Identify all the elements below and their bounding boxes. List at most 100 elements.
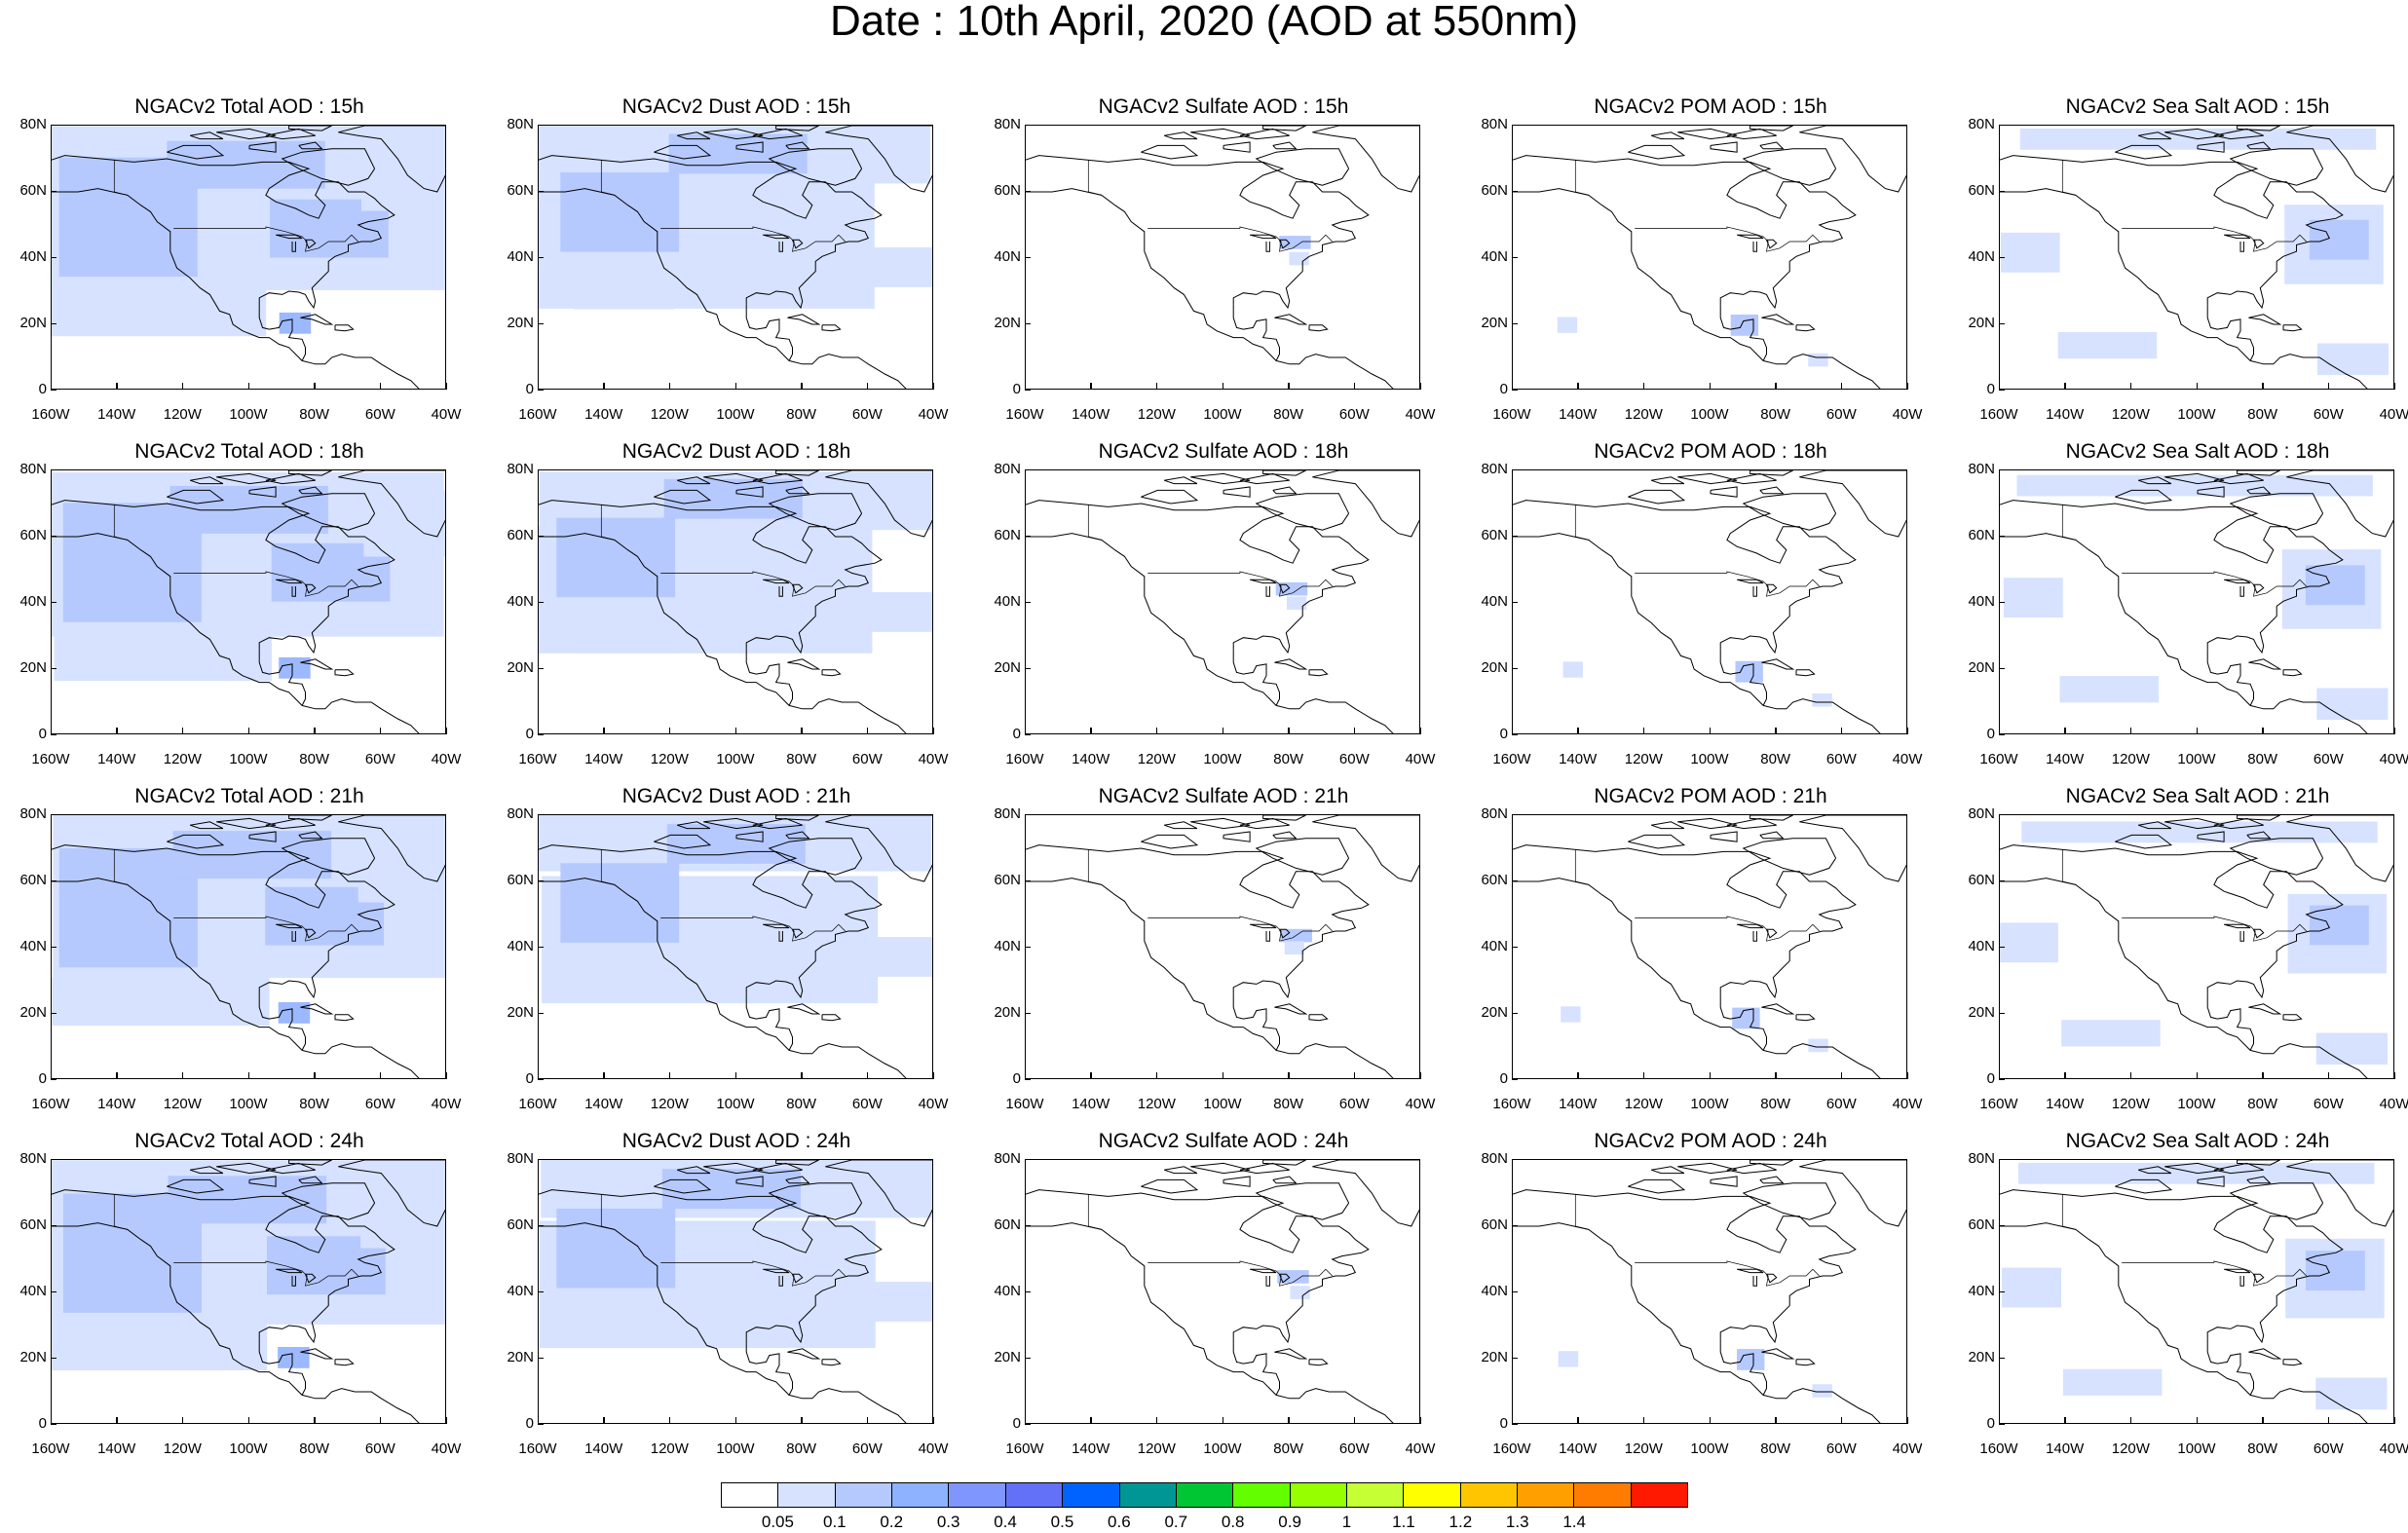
latitude-label: 40N — [1968, 1283, 1995, 1299]
map-panel-sulfate-21h: NGACv2 Sulfate AOD : 21h 0 20N 40N 60N 80N 160… — [974, 785, 1473, 1145]
aod-shading-cell — [1812, 693, 1832, 707]
coastline-west — [539, 1222, 907, 1423]
arctic-island-outline — [785, 831, 810, 840]
latitude-tick — [538, 1423, 544, 1425]
latitude-tick — [1025, 190, 1031, 192]
arctic-island-outline — [1750, 470, 1793, 476]
longitude-label: 100W — [716, 751, 755, 767]
longitude-tick — [1577, 1417, 1579, 1424]
aod-shading-cell — [1808, 353, 1828, 367]
longitude-tick — [2327, 1417, 2330, 1424]
longitude-tick — [1775, 383, 1777, 390]
longitude-label: 120W — [2111, 1096, 2150, 1112]
latitude-tick — [1512, 190, 1518, 192]
panel-title: NGACv2 Sulfate AOD : 24h — [1098, 1130, 1349, 1152]
longitude-label: 80W — [299, 1440, 330, 1457]
longitude-label: 60W — [1338, 1096, 1370, 1112]
longitude-tick — [1419, 728, 1421, 734]
alaska-border — [1087, 505, 1102, 541]
greenland-outline — [825, 1160, 932, 1227]
island-outline — [2282, 1359, 2303, 1366]
latitude-tick — [1999, 601, 2005, 603]
longitude-label: 60W — [2313, 1096, 2344, 1112]
island-outline — [1274, 1003, 1308, 1015]
aod-map — [1026, 1160, 1419, 1423]
aod-shading-cell — [1289, 251, 1309, 266]
longitude-label: 160W — [518, 751, 557, 767]
island-outline — [1761, 1348, 1795, 1360]
coastline-west — [2000, 533, 2368, 733]
greenland-outline — [825, 470, 932, 538]
greenland-outline — [1799, 1160, 1906, 1227]
arctic-island-outline — [1677, 472, 1738, 485]
longitude-tick — [734, 383, 736, 390]
longitude-tick — [1998, 728, 2000, 734]
latitude-label: 0 — [38, 1070, 47, 1087]
longitude-label: 80W — [2247, 1440, 2278, 1457]
latitude-tick — [1025, 879, 1031, 881]
arctic-island-outline — [248, 1176, 277, 1187]
great-lakes-outline — [792, 928, 804, 939]
arctic-island-outline — [265, 1162, 316, 1175]
longitude-tick — [116, 1072, 118, 1079]
colorbar-swatch — [1005, 1483, 1064, 1507]
latitude-label: 60N — [1481, 1216, 1508, 1233]
longitude-tick — [1906, 728, 1908, 734]
arctic-island-outline — [2164, 472, 2225, 485]
great-lakes-outline — [762, 923, 790, 929]
great-lakes-outline — [1752, 1276, 1757, 1287]
latitude-label: 0 — [525, 726, 534, 742]
great-lakes-outline — [275, 234, 303, 240]
panel-title: NGACv2 Total AOD : 18h — [134, 440, 364, 463]
latitude-tick — [1999, 946, 2005, 948]
longitude-tick — [1222, 1072, 1223, 1079]
colorbar-tick-label: 0.8 — [1221, 1513, 1245, 1531]
island-outline — [821, 324, 842, 332]
longitude-tick — [1024, 728, 1026, 734]
longitude-label: 160W — [31, 1096, 70, 1112]
longitude-tick — [1353, 1417, 1356, 1424]
latitude-label: 20N — [1968, 1349, 1995, 1365]
arctic-island-outline — [1759, 831, 1785, 840]
latitude-tick — [51, 813, 56, 815]
island-outline — [1761, 658, 1795, 670]
great-lakes-outline — [792, 1273, 804, 1284]
panel-title: NGACv2 POM AOD : 21h — [1594, 785, 1827, 807]
great-lakes-outline — [762, 1268, 790, 1274]
longitude-tick — [866, 1417, 869, 1424]
arctic-island-outline — [167, 144, 225, 160]
latitude-label: 0 — [38, 1415, 47, 1432]
us-canada-border — [1148, 1260, 1333, 1287]
aod-shading-cell — [1812, 1384, 1832, 1398]
aod-shading-cell — [1735, 660, 1763, 683]
coastline-west — [1513, 1222, 1881, 1423]
longitude-label: 60W — [2313, 1440, 2344, 1457]
longitude-tick — [314, 1417, 316, 1424]
coastline-west — [52, 188, 420, 389]
great-lakes-outline — [275, 579, 303, 584]
latitude-label: 60N — [1968, 1216, 1995, 1233]
latitude-tick — [51, 535, 56, 537]
longitude-tick — [801, 1417, 803, 1424]
longitude-tick — [2129, 1072, 2132, 1079]
great-lakes-outline — [2223, 579, 2251, 584]
aod-shading-cell — [661, 1169, 801, 1210]
panel-title: NGACv2 Total AOD : 21h — [134, 785, 364, 807]
latitude-tick — [51, 1158, 56, 1160]
map-panel-pom-18h: NGACv2 POM AOD : 18h 0 20N 40N 60N 80N 160W 140… — [1461, 440, 1960, 801]
latitude-label: 20N — [994, 315, 1021, 331]
arctic-island-outline — [2197, 1176, 2225, 1187]
arctic-island-outline — [2197, 141, 2225, 153]
longitude-tick — [2129, 383, 2132, 390]
latitude-label: 0 — [525, 381, 534, 397]
island-outline — [334, 669, 355, 677]
island-outline — [1761, 314, 1795, 325]
great-lakes-outline — [1766, 583, 1778, 594]
latitude-label: 40N — [1968, 248, 1995, 265]
longitude-tick — [668, 728, 671, 734]
panel-title: NGACv2 Sulfate AOD : 18h — [1098, 440, 1349, 463]
great-lakes-outline — [2223, 923, 2251, 929]
coastline-east — [52, 155, 395, 310]
panel-title: NGACv2 POM AOD : 18h — [1594, 440, 1827, 463]
aod-shading-cell — [2316, 343, 2389, 376]
